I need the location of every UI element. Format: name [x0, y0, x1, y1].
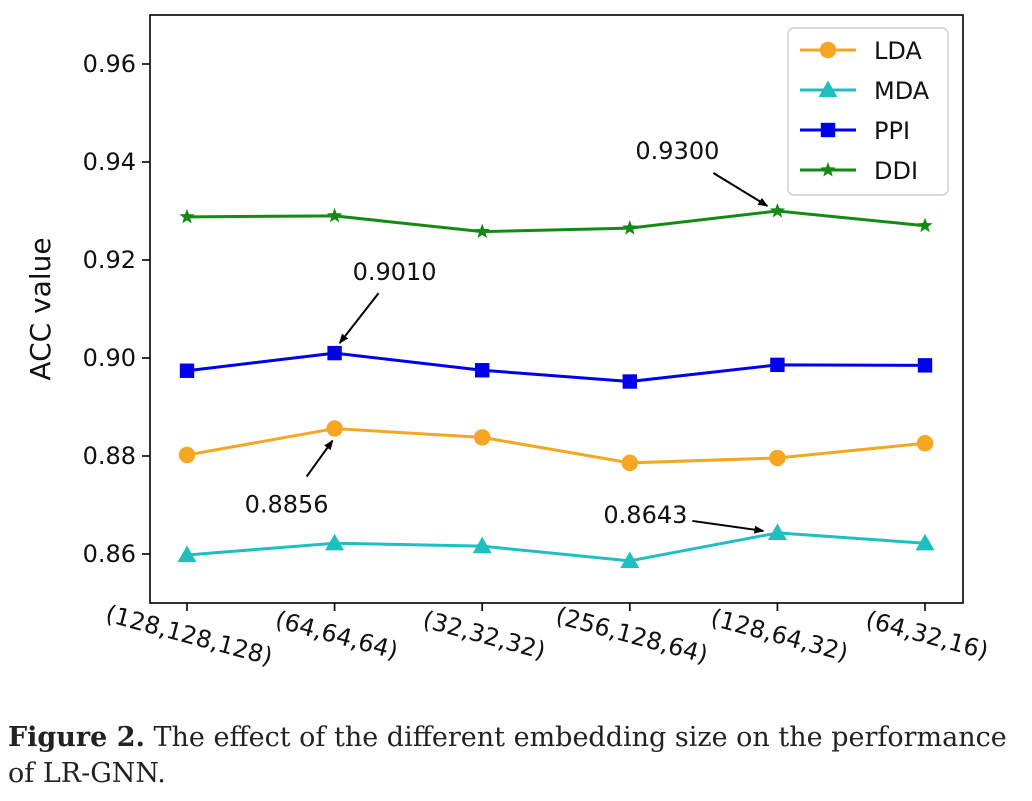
star-marker — [769, 203, 786, 218]
figure-caption: Figure 2. The effect of the different em… — [8, 720, 1024, 792]
square-marker — [179, 363, 195, 378]
square-marker — [770, 357, 785, 373]
x-tick-label: (64,64,64) — [272, 605, 401, 665]
star-marker — [326, 207, 343, 223]
annotation-label: 0.8856 — [245, 491, 329, 519]
circle-marker — [178, 446, 196, 464]
legend-item-ppi: PPI — [800, 117, 910, 145]
star-marker — [474, 223, 490, 239]
triangle-marker — [620, 551, 640, 568]
circle-marker — [621, 454, 639, 472]
series-line — [186, 427, 926, 465]
x-tick-label: (64,32,16) — [863, 605, 992, 665]
x-axis: (128,128,128)(64,64,64) (32,32,32) (256,12… — [103, 600, 992, 671]
x-tick-label: (128,128,128) — [103, 600, 276, 671]
circle-marker — [769, 449, 786, 467]
annotation-arrow — [338, 292, 380, 344]
series-ppi — [179, 345, 933, 389]
series-mda — [177, 523, 935, 568]
legend-label: LDA — [874, 37, 922, 65]
circle-marker — [473, 429, 491, 446]
series-lda — [178, 420, 934, 472]
legend-label: PPI — [874, 117, 910, 145]
legend-label: DDI — [874, 157, 918, 185]
caption-label: Figure 2. — [8, 722, 145, 753]
circle-marker — [916, 435, 934, 452]
square-marker — [475, 363, 490, 378]
triangle-marker — [767, 523, 787, 541]
series-layer — [177, 203, 935, 568]
legend-item-mda: MDA — [800, 77, 930, 105]
square-marker — [327, 345, 342, 361]
triangle-marker — [818, 80, 838, 98]
x-tick-label: (32,32,32) — [420, 605, 549, 665]
y-tick-label: 0.90 — [83, 344, 136, 372]
square-marker — [917, 358, 933, 373]
series-line — [186, 531, 926, 563]
annotations: 0.9300 0.9010 0.8856 0.8643 — [245, 137, 769, 534]
y-tick-label: 0.86 — [83, 540, 136, 568]
y-tick-label: 0.92 — [83, 246, 136, 274]
star-marker — [820, 162, 836, 177]
triangle-marker — [915, 533, 935, 551]
annotation-arrow — [692, 519, 765, 534]
y-axis: 0.86 0.88 0.90 0.92 0.94 0.96 — [83, 50, 150, 568]
annotation-arrow — [305, 439, 334, 478]
plot-frame — [149, 14, 964, 604]
circle-marker — [819, 41, 837, 59]
y-axis-label: ACC value — [24, 237, 57, 380]
circle-marker — [326, 420, 343, 437]
annotation-label: 0.9300 — [635, 137, 719, 165]
triangle-marker — [472, 536, 492, 554]
line-chart: 0.860.880.900.920.940.96 (128,128,128)(6… — [24, 14, 992, 671]
x-tick-label: (256,128,64) — [553, 602, 711, 669]
square-marker — [622, 374, 637, 389]
caption-text: The effect of the different embedding si… — [8, 722, 1007, 789]
x-tick-label: (128,64,32) — [708, 604, 851, 668]
star-marker — [179, 208, 195, 224]
legend-item-lda: LDA — [800, 37, 922, 65]
star-marker — [917, 217, 933, 233]
y-tick-label: 0.94 — [83, 148, 136, 176]
triangle-marker — [177, 545, 197, 563]
triangle-marker — [325, 533, 345, 551]
y-tick-label: 0.88 — [83, 442, 136, 470]
y-tick-label: 0.96 — [83, 50, 136, 78]
legend: LDA MDA PPI DDI — [787, 27, 949, 196]
series-ddi — [179, 203, 933, 239]
series-line — [186, 209, 926, 234]
square-marker — [820, 122, 836, 138]
annotation-label: 0.9010 — [353, 258, 437, 286]
annotation-arrow — [712, 172, 769, 207]
legend-box — [787, 27, 949, 196]
legend-label: MDA — [874, 77, 930, 105]
series-line — [186, 351, 926, 384]
annotation-label: 0.8643 — [603, 501, 687, 529]
star-marker — [622, 220, 638, 235]
legend-item-ddi: DDI — [800, 157, 918, 185]
